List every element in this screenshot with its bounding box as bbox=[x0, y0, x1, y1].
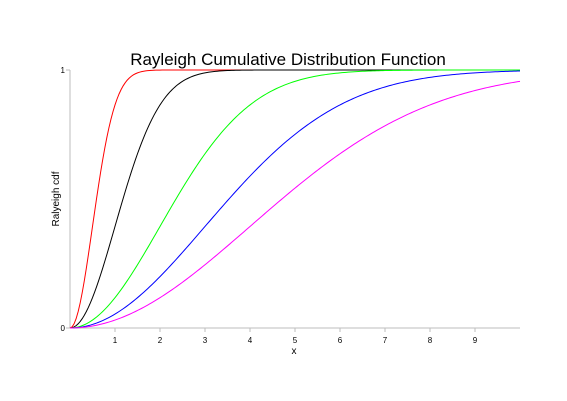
x-tick-label: 3 bbox=[203, 336, 208, 345]
y-tick-label: 1 bbox=[61, 66, 66, 75]
x-axis-label: x bbox=[292, 346, 297, 357]
x-tick-label: 1 bbox=[113, 336, 118, 345]
series-line-1 bbox=[69, 69, 520, 329]
x-tick-label: 4 bbox=[248, 336, 253, 345]
chart-title: Rayleigh Cumulative Distribution Functio… bbox=[130, 50, 446, 69]
x-tick-label: 8 bbox=[428, 336, 433, 345]
x-tick-label: 2 bbox=[158, 336, 163, 345]
series-line-0 bbox=[69, 69, 520, 329]
y-tick-label: 0 bbox=[61, 324, 66, 333]
series-line-3 bbox=[69, 70, 521, 329]
series-line-4 bbox=[69, 80, 521, 329]
series-line-2 bbox=[69, 69, 520, 329]
x-tick-label: 9 bbox=[473, 336, 478, 345]
x-tick-label: 5 bbox=[293, 336, 298, 345]
y-axis-label: Ralyeigh cdf bbox=[51, 171, 62, 226]
y-axis-ticks: 01 bbox=[61, 66, 70, 333]
x-axis-ticks: 1 2 3 4 5 6 7 8 9 bbox=[113, 328, 478, 345]
axes bbox=[69, 70, 520, 329]
x-tick-label: 7 bbox=[383, 336, 388, 345]
x-tick-label: 6 bbox=[338, 336, 343, 345]
series-lines bbox=[69, 69, 521, 329]
